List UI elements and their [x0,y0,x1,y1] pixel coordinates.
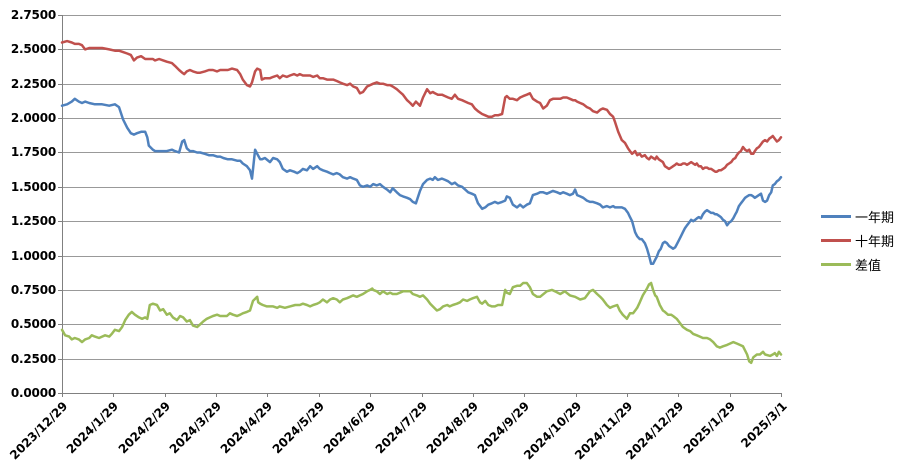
y-axis-tick-label: 2.5000 [10,42,56,56]
y-axis-tick-label: 0.2500 [10,352,56,366]
y-axis-tick-label: 2.2500 [10,77,56,91]
legend-label-ten-year: 十年期 [855,234,895,250]
legend-entry-spread: 差值 [821,256,894,274]
legend-swatch-spread [821,262,851,266]
series-line-1 [60,39,783,173]
legend-swatch-ten-year [821,238,851,242]
chart-legend: 一年期 十年期 差值 [821,208,894,280]
y-axis-tick-label: 2.0000 [10,111,56,125]
y-axis-tick-label: 2.7500 [10,8,56,22]
legend-swatch-one-year [821,214,851,218]
series-line-2 [60,281,783,365]
y-axis-tick-label: 1.0000 [10,249,56,263]
y-axis-tick-label: 1.2500 [10,214,56,228]
legend-label-one-year: 一年期 [855,210,895,226]
series-line-0 [60,97,783,266]
y-axis-tick-label: 0.7500 [10,283,56,297]
y-axis-tick-label: 1.5000 [10,180,56,194]
y-axis-tick-label: 0.0000 [10,386,56,400]
legend-label-spread: 差值 [855,258,882,274]
y-axis-tick-label: 1.7500 [10,145,56,159]
legend-entry-ten-year: 十年期 [821,232,895,250]
legend-entry-one-year: 一年期 [821,208,895,226]
y-axis-tick-label: 0.5000 [10,317,56,331]
